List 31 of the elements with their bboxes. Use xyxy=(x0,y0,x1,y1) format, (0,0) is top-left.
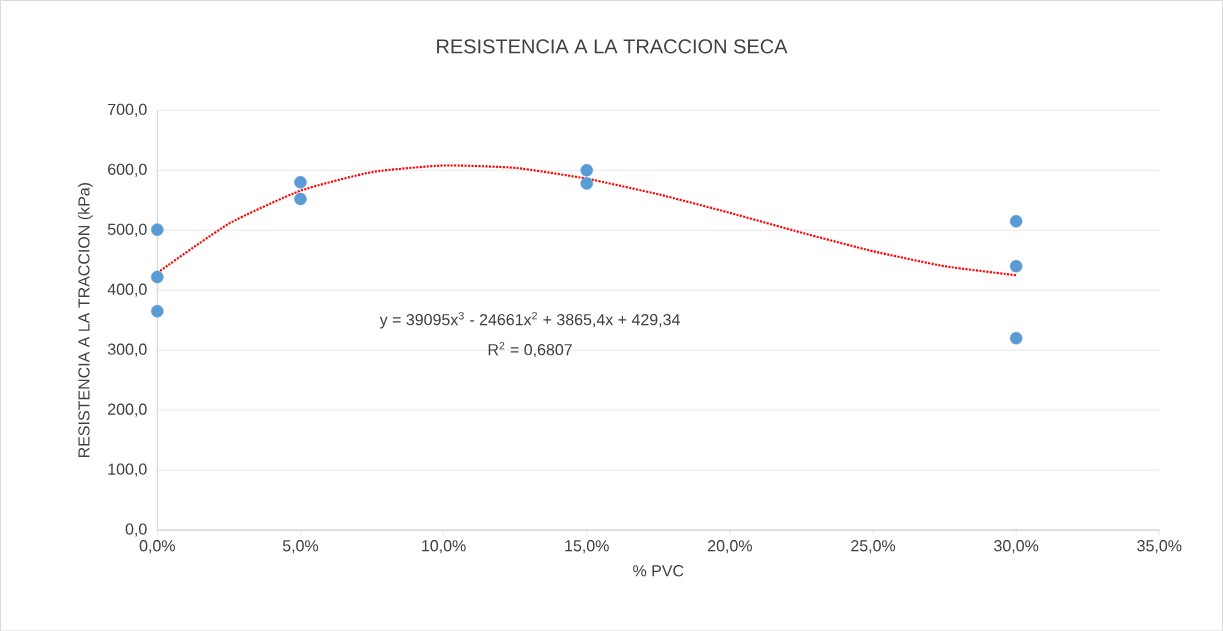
x-tick-label: 35,0% xyxy=(1137,539,1182,554)
x-tick-label: 25,0% xyxy=(851,539,896,554)
point xyxy=(580,177,593,190)
x-axis-title: % PVC xyxy=(633,564,684,577)
point xyxy=(151,270,164,284)
annotation: R$^{2}$ = 0,6807 xyxy=(488,341,572,358)
y-tick-label: 600,0 xyxy=(108,163,147,177)
point xyxy=(294,175,307,189)
annotation: y = 39095x$^{3}$ - 24661x$^{2}$ + 3865,4x + 429,34 xyxy=(379,311,680,329)
point xyxy=(1009,259,1023,273)
point xyxy=(151,223,164,236)
y-tick-label: 100,0 xyxy=(108,463,147,477)
y-tick-label: 700,0 xyxy=(108,103,147,117)
point xyxy=(294,192,307,206)
x-tick-label: 5,0% xyxy=(282,539,319,554)
y-tick-label: 0,0 xyxy=(125,523,147,537)
y-tick-label: 500,0 xyxy=(107,223,147,237)
point xyxy=(1009,331,1023,345)
y-tick-label: 200,0 xyxy=(108,403,147,417)
y-tick-label: 300,0 xyxy=(107,343,147,357)
point xyxy=(580,163,593,177)
x-tick-label: 10,0% xyxy=(422,539,466,554)
point xyxy=(151,304,164,318)
x-tick-label: 30,0% xyxy=(994,539,1039,554)
point xyxy=(1009,214,1023,228)
chart-title: RESISTENCIA A LA TRACCION SECA xyxy=(437,39,788,54)
x-tick-label: 20,0% xyxy=(708,539,752,554)
y-axis-title: RESISTENCIA A LA TRACCION (kPa) xyxy=(77,182,93,457)
x-tick-label: 15,0% xyxy=(565,539,609,554)
x-tick-label: 0,0% xyxy=(139,539,175,554)
y-tick-label: 400,0 xyxy=(107,283,147,297)
